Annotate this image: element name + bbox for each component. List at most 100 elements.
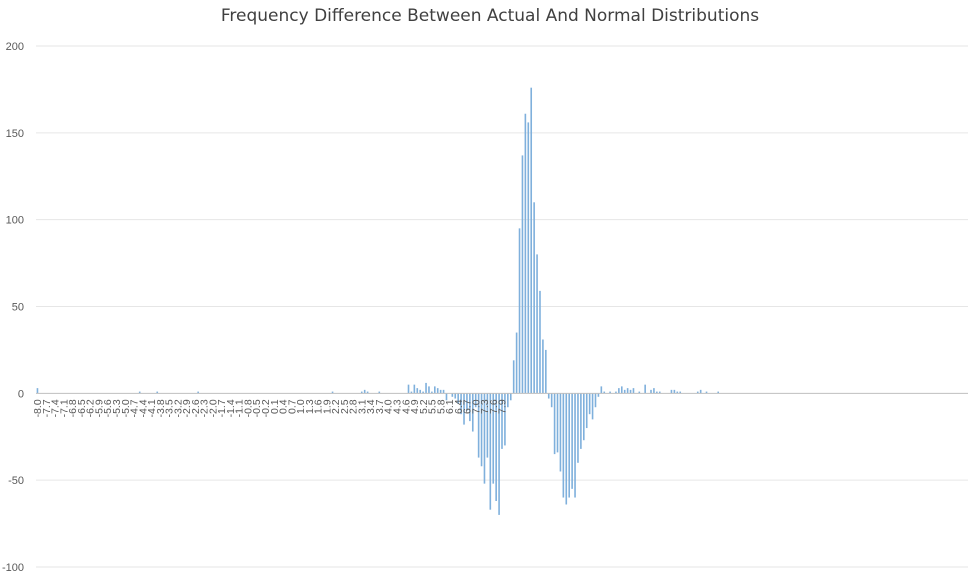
x-tick-label: -3.2 xyxy=(172,399,184,417)
bar xyxy=(460,393,462,415)
bar xyxy=(650,389,652,394)
bar xyxy=(512,360,515,394)
bar xyxy=(603,391,606,394)
bar xyxy=(483,393,486,484)
bar xyxy=(565,393,568,505)
x-tick-label: 3.7 xyxy=(374,399,386,414)
bar xyxy=(471,393,474,432)
x-tick-label: 5.8 xyxy=(435,399,447,414)
x-tick-label: 1.6 xyxy=(313,399,325,414)
x-tick-label: -0.2 xyxy=(260,399,272,417)
bar xyxy=(527,122,530,394)
bar xyxy=(474,393,477,408)
bar xyxy=(495,393,497,502)
bar xyxy=(138,391,141,394)
bar xyxy=(439,389,442,394)
y-tick-label: 100 xyxy=(6,215,24,227)
bar xyxy=(670,389,673,394)
bar xyxy=(442,389,445,394)
bar xyxy=(556,393,559,453)
bar xyxy=(620,386,623,394)
bar xyxy=(600,386,603,394)
bar xyxy=(585,393,588,429)
bar xyxy=(363,389,366,394)
x-tick-label: 0.4 xyxy=(278,399,290,414)
bar xyxy=(498,393,500,515)
x-tick-label: 1.3 xyxy=(304,399,316,414)
y-tick-label: -100 xyxy=(2,562,24,574)
x-tick-label: -3.5 xyxy=(164,399,176,417)
bar xyxy=(518,228,521,394)
bar xyxy=(644,384,646,394)
bar xyxy=(574,393,576,498)
bar xyxy=(463,393,465,425)
bar xyxy=(425,382,427,394)
x-tick-label: -2.6 xyxy=(190,399,202,417)
x-tick-label: -2.0 xyxy=(207,399,219,417)
bar xyxy=(591,393,594,420)
x-tick-label: 4.0 xyxy=(383,399,395,414)
bar xyxy=(673,389,676,394)
bar xyxy=(457,393,459,404)
bar xyxy=(588,393,591,415)
x-tick-label: 6.1 xyxy=(444,399,456,414)
x-tick-label: -2.3 xyxy=(199,399,211,417)
y-tick-label: 50 xyxy=(12,302,24,314)
x-tick-label: 7.0 xyxy=(470,399,482,414)
x-tick-label: -1.7 xyxy=(216,399,228,417)
bar xyxy=(501,393,503,449)
bar xyxy=(571,393,573,489)
bar xyxy=(524,113,527,394)
bar xyxy=(469,393,471,422)
x-tick-label: -4.7 xyxy=(129,399,141,417)
x-tick-label: -7.4 xyxy=(50,399,62,417)
bar xyxy=(615,391,617,394)
bar xyxy=(422,391,424,394)
x-tick-label: -5.0 xyxy=(120,399,132,417)
bar xyxy=(545,349,547,394)
bar xyxy=(197,391,199,394)
x-tick-label: -0.8 xyxy=(242,399,254,417)
x-tick-label: 0.7 xyxy=(286,399,298,414)
y-tick-label: -50 xyxy=(8,475,24,487)
bar xyxy=(504,393,506,446)
bar xyxy=(431,391,433,394)
bar xyxy=(626,388,629,394)
bar xyxy=(413,384,416,394)
bar xyxy=(515,332,518,394)
bar xyxy=(454,393,457,399)
bar xyxy=(696,391,699,394)
bar xyxy=(407,384,410,394)
x-tick-label: -6.8 xyxy=(67,399,79,417)
bar xyxy=(477,393,480,458)
bar xyxy=(530,87,533,394)
bar-series xyxy=(36,87,720,515)
bar xyxy=(156,391,159,394)
x-tick-label: 4.6 xyxy=(400,399,412,414)
x-tick-label: -8.0 xyxy=(32,399,44,417)
bar xyxy=(416,388,419,394)
x-tick-label: 3.1 xyxy=(356,399,368,414)
bar xyxy=(366,391,369,394)
bar xyxy=(623,389,626,394)
bar xyxy=(559,393,562,472)
bar xyxy=(629,389,632,394)
bar xyxy=(492,393,495,484)
bar xyxy=(577,393,579,463)
bar xyxy=(597,393,600,397)
chart-title: Frequency Difference Between Actual And … xyxy=(220,6,760,26)
gridlines xyxy=(36,45,968,568)
bar xyxy=(658,391,661,394)
x-tick-label: 5.5 xyxy=(427,399,439,414)
bar xyxy=(553,393,556,455)
bar xyxy=(638,391,641,394)
bar xyxy=(331,391,334,394)
bar xyxy=(539,290,541,394)
bar xyxy=(378,391,381,394)
bar xyxy=(480,393,483,467)
x-tick-label: 1.0 xyxy=(295,399,307,414)
bar xyxy=(583,393,585,441)
x-tick-label: 3.4 xyxy=(365,399,377,414)
